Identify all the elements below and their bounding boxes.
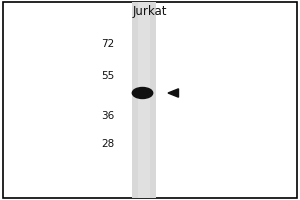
Polygon shape	[168, 89, 178, 97]
Text: 55: 55	[101, 71, 114, 81]
Bar	[132, 2, 156, 198]
Ellipse shape	[132, 88, 153, 98]
Text: 36: 36	[101, 111, 114, 121]
Text: Jurkat: Jurkat	[133, 5, 167, 19]
Text: 28: 28	[101, 139, 114, 149]
Bar	[138, 2, 150, 198]
Text: 72: 72	[101, 39, 114, 49]
